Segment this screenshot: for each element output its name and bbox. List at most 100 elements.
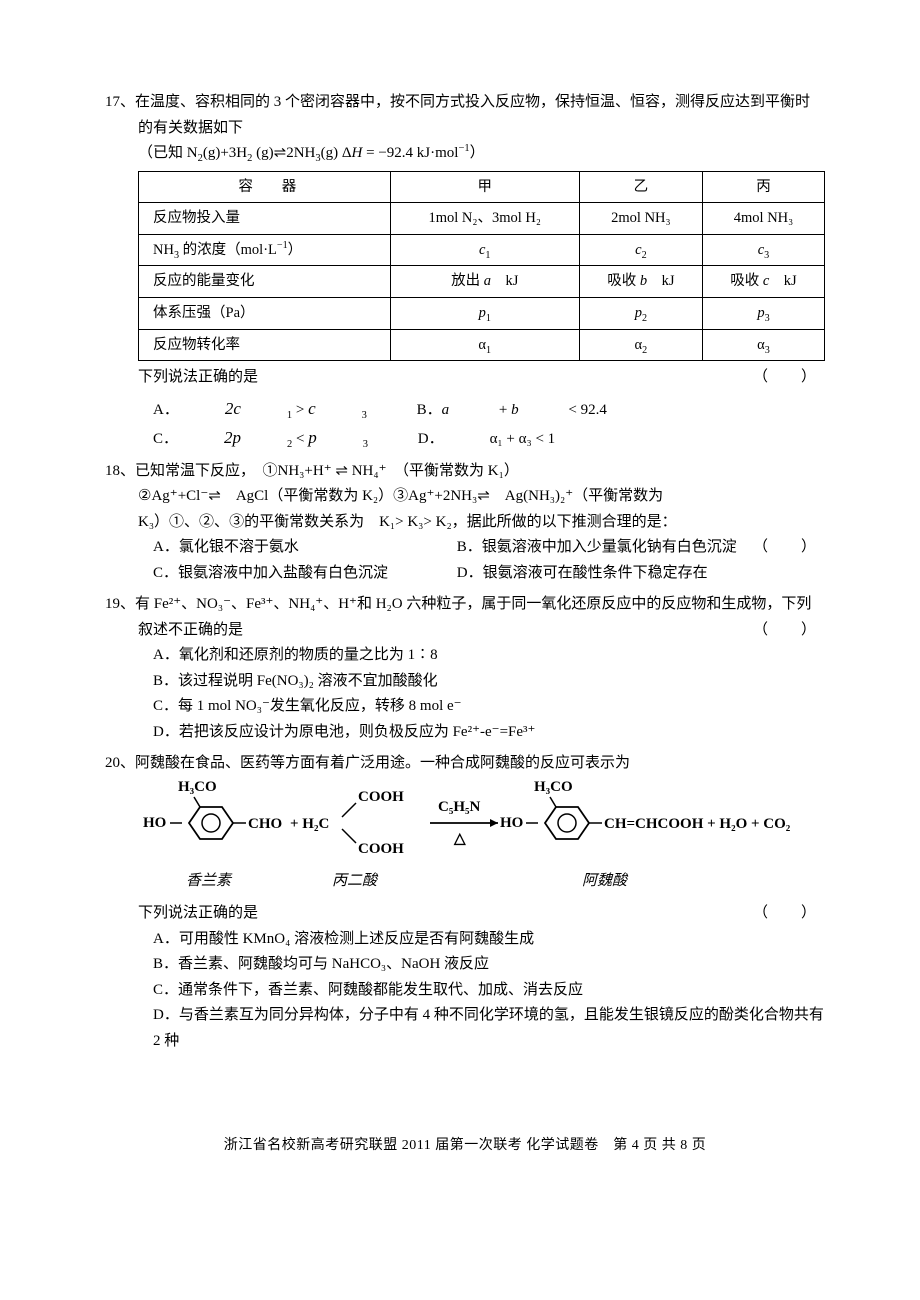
q19-optB: B．该过程说明 Fe(NO₃)₂ 溶液不宜加酸酸化 xyxy=(105,669,825,695)
question-17: 17、在温度、容积相同的 3 个密闭容器中，按不同方式投入反应物，保持恒温、恒容… xyxy=(105,90,825,453)
q17-optC: C．2p2 < p3 xyxy=(153,424,368,453)
answer-blank: （ ） xyxy=(753,365,825,391)
q20-num: 20、 xyxy=(105,755,135,771)
q17-tail: 下列说法正确的是 （ ） xyxy=(105,365,825,391)
svg-text:CHO: CHO xyxy=(248,816,282,832)
question-20: 20、阿魏酸在食品、医药等方面有着广泛用途。一种合成阿魏酸的反应可表示为 H₃C… xyxy=(105,751,825,1054)
th-bing: 丙 xyxy=(702,171,824,203)
q17-g-3: (g)⇌2NH xyxy=(252,145,315,161)
table-row: 反应物转化率 α1 α2 α3 xyxy=(139,329,825,361)
svg-text:CH=CHCOOH + H₂O + CO₂: CH=CHCOOH + H₂O + CO₂ xyxy=(604,816,791,832)
svg-text:+ H₂C: + H₂C xyxy=(290,816,329,832)
q20-reaction-figure: H₃CO HO CHO + H₂C COOH COOH C₅H₅N △ H₃CO xyxy=(105,777,825,902)
q20-optD: D．与香兰素互为同分异构体，分子中有 4 种不同化学环境的氢，且能发生银镜反应的… xyxy=(105,1003,825,1054)
table-row: 反应物投入量 1mol N₂、3mol H₂ 2mol NH₃ 4mol NH₃ xyxy=(139,203,825,235)
q17-table: 容 器 甲 乙 丙 反应物投入量 1mol N₂、3mol H₂ 2mol NH… xyxy=(138,171,825,362)
q18-opts-row2: C．银氨溶液中加入盐酸有白色沉淀 D．银氨溶液可在酸性条件下稳定存在 xyxy=(105,561,825,587)
page-footer: 浙江省名校新高考研究联盟 2011 届第一次联考 化学试题卷 第 4 页 共 8… xyxy=(105,1134,825,1158)
q17-optB: B．a + b < 92.4 xyxy=(417,398,607,424)
q18-l3-text: K₃）①、②、③的平衡常数关系为 K₁> K₃> K₂，据此所做的以下推测合理的… xyxy=(138,514,677,530)
r1-jia: 1mol N₂、3mol H₂ xyxy=(390,203,579,235)
q18-s1: 已知常温下反应， ①NH₃+H⁺ ⇌ NH₄⁺ （平衡常数为 K₁） xyxy=(135,463,519,479)
q20-tail: 下列说法正确的是 （ ） xyxy=(105,901,825,927)
r4-jia: p1 xyxy=(390,298,579,330)
q20-tail-text: 下列说法正确的是 xyxy=(138,905,258,921)
table-row: 反应的能量变化 放出 a kJ 吸收 b kJ 吸收 c kJ xyxy=(139,266,825,298)
q17-options: A．2c1 > c3 B．a + b < 92.4 C．2p2 < p3 D． α… xyxy=(105,395,825,453)
optD-expr: α₁ + α₃ < 1 xyxy=(490,427,556,453)
r5-jia: α1 xyxy=(390,329,579,361)
q18-optA: A．氯化银不溶于氨水 xyxy=(153,535,453,561)
q19-optA: A．氧化剂和还原剂的物质的量之比为 1∶8 xyxy=(105,643,825,669)
q18-optB: B．银氨溶液中加入少量氯化钠有白色沉淀 xyxy=(457,539,737,555)
r5-bing: α3 xyxy=(702,329,824,361)
q19-optC: C．每 1 mol NO₃⁻发生氧化反应，转移 8 mol e⁻ xyxy=(105,694,825,720)
r1-label: 反应物投入量 xyxy=(139,203,391,235)
r5-label: 反应物转化率 xyxy=(139,329,391,361)
reaction-svg: H₃CO HO CHO + H₂C COOH COOH C₅H₅N △ H₃CO xyxy=(138,777,838,892)
q17-stem: 17、在温度、容积相同的 3 个密闭容器中，按不同方式投入反应物，保持恒温、恒容… xyxy=(105,90,825,141)
r2-jia: c1 xyxy=(390,234,579,266)
q20-optB: B．香兰素、阿魏酸均可与 NaHCO₃、NaOH 液反应 xyxy=(105,952,825,978)
q18-stem: 18、已知常温下反应， ①NH₃+H⁺ ⇌ NH₄⁺ （平衡常数为 K₁） xyxy=(105,459,825,485)
q19-optD: D．若把该反应设计为原电池，则负极反应为 Fe²⁺-e⁻=Fe³⁺ xyxy=(105,720,825,746)
q20-stem: 20、阿魏酸在食品、医药等方面有着广泛用途。一种合成阿魏酸的反应可表示为 xyxy=(105,751,825,777)
svg-text:H₃CO: H₃CO xyxy=(534,779,573,795)
r1-yi: 2mol NH₃ xyxy=(579,203,702,235)
r3-yi: 吸收 b kJ xyxy=(579,266,702,298)
q17-given: （已知 N2(g)+3H2 (g)⇌2NH3(g) ΔH = −92.4 kJ·… xyxy=(105,141,825,167)
svg-text:△: △ xyxy=(453,831,466,847)
optD-pre: D． xyxy=(418,427,444,453)
q20-optC: C．通常条件下，香兰素、阿魏酸都能发生取代、加成、消去反应 xyxy=(105,978,825,1004)
svg-text:香兰素: 香兰素 xyxy=(186,872,233,889)
q17-stem-l1: 在温度、容积相同的 3 个密闭容器中，按不同方式投入反应物，保持恒温、恒容，测得… xyxy=(135,94,810,136)
q17-g-5: = −92.4 kJ·mol xyxy=(362,145,458,161)
r1-bing: 4mol NH₃ xyxy=(702,203,824,235)
q18-num: 18、 xyxy=(105,463,135,479)
r4-bing: p3 xyxy=(702,298,824,330)
r2-l3: ） xyxy=(288,242,303,258)
q20-optA: A．可用酸性 KMnO₄ 溶液检测上述反应是否有阿魏酸生成 xyxy=(105,927,825,953)
q17-g-4: (g) Δ xyxy=(321,145,352,161)
q18-opts-row1: A．氯化银不溶于氨水 B．银氨溶液中加入少量氯化钠有白色沉淀 xyxy=(105,535,825,561)
svg-text:HO: HO xyxy=(143,815,166,831)
q18-optD: D．银氨溶液可在酸性条件下稳定存在 xyxy=(457,565,708,581)
svg-text:COOH: COOH xyxy=(358,789,404,805)
svg-text:丙二酸: 丙二酸 xyxy=(332,872,379,889)
q17-g-6: ） xyxy=(470,145,485,161)
q17-g-2: (g)+3H xyxy=(203,145,247,161)
r2-l2: 的浓度（mol·L xyxy=(179,242,277,258)
q17-optA: A．2c1 > c3 xyxy=(153,395,367,424)
q18-optC: C．银氨溶液中加入盐酸有白色沉淀 xyxy=(153,561,453,587)
r2-l1: NH xyxy=(153,242,174,258)
r4-yi: p2 xyxy=(579,298,702,330)
svg-text:H₃CO: H₃CO xyxy=(178,779,217,795)
svg-text:HO: HO xyxy=(500,815,523,831)
q19-num: 19、 xyxy=(105,596,135,612)
q19-stem: 19、有 Fe²⁺、NO₃⁻、Fe³⁺、NH₄⁺、H⁺和 H₂O 六种粒子，属于… xyxy=(105,592,825,643)
r2-yi: c2 xyxy=(579,234,702,266)
q17-tail-text: 下列说法正确的是 xyxy=(138,369,258,385)
th-jia: 甲 xyxy=(390,171,579,203)
r3-label: 反应的能量变化 xyxy=(139,266,391,298)
r2-label: NH3 的浓度（mol·L−1） xyxy=(139,234,391,266)
table-row: 体系压强（Pa） p1 p2 p3 xyxy=(139,298,825,330)
r2-bing: c3 xyxy=(702,234,824,266)
answer-blank: （ ） xyxy=(753,901,825,927)
q17-g-1: （已知 N xyxy=(138,145,198,161)
q17-optD: D． α₁ + α₃ < 1 xyxy=(418,427,601,453)
answer-blank: （ ） xyxy=(786,618,825,644)
r5-yi: α2 xyxy=(579,329,702,361)
answer-blank: （ ） xyxy=(753,535,825,561)
th-yi: 乙 xyxy=(579,171,702,203)
question-18: 18、已知常温下反应， ①NH₃+H⁺ ⇌ NH₄⁺ （平衡常数为 K₁） ②A… xyxy=(105,459,825,587)
table-row: NH3 的浓度（mol·L−1） c1 c2 c3 xyxy=(139,234,825,266)
svg-text:COOH: COOH xyxy=(358,841,404,857)
optC-pre: C． xyxy=(153,427,178,453)
q18-l3: K₃）①、②、③的平衡常数关系为 K₁> K₃> K₂，据此所做的以下推测合理的… xyxy=(105,510,825,536)
q17-num: 17、 xyxy=(105,94,135,110)
r3-bing: 吸收 c kJ xyxy=(702,266,824,298)
q18-l2: ②Ag⁺+Cl⁻⇌ AgCl（平衡常数为 K₂）③Ag⁺+2NH₃⇌ Ag(NH… xyxy=(105,484,825,510)
q19-s1: 有 Fe²⁺、NO₃⁻、Fe³⁺、NH₄⁺、H⁺和 H₂O 六种粒子，属于同一氧… xyxy=(135,596,811,638)
q20-s1: 阿魏酸在食品、医药等方面有着广泛用途。一种合成阿魏酸的反应可表示为 xyxy=(135,755,630,771)
